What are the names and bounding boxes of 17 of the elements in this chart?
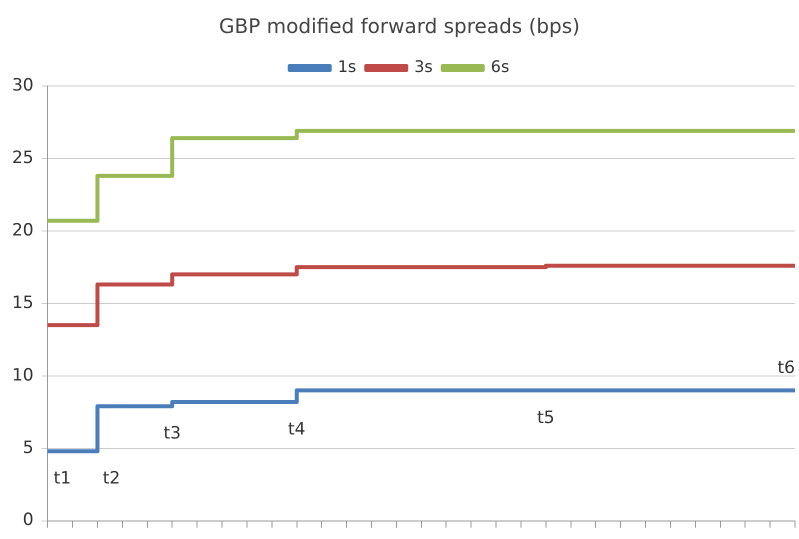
y-tick-label: 0	[22, 510, 34, 530]
annotation: t5	[537, 408, 555, 428]
y-tick-label: 10	[12, 365, 34, 386]
y-tick-label: 15	[12, 292, 34, 313]
legend-label: 1s	[338, 57, 356, 76]
chart-title: GBP modified forward spreads (bps)	[219, 14, 580, 38]
annotation: t2	[102, 468, 120, 489]
annotation: t3	[163, 424, 181, 444]
y-tick-label: 5	[22, 438, 34, 458]
y-tick-label: 30	[12, 75, 34, 96]
legend-label: 6s	[490, 57, 510, 76]
annotation: t1	[54, 468, 72, 489]
annotation: t6	[778, 358, 795, 378]
y-tick-label: 25	[12, 148, 34, 168]
y-tick-label: 20	[12, 220, 34, 240]
annotation: t4	[288, 419, 306, 440]
legend-label: 3s	[414, 57, 433, 76]
